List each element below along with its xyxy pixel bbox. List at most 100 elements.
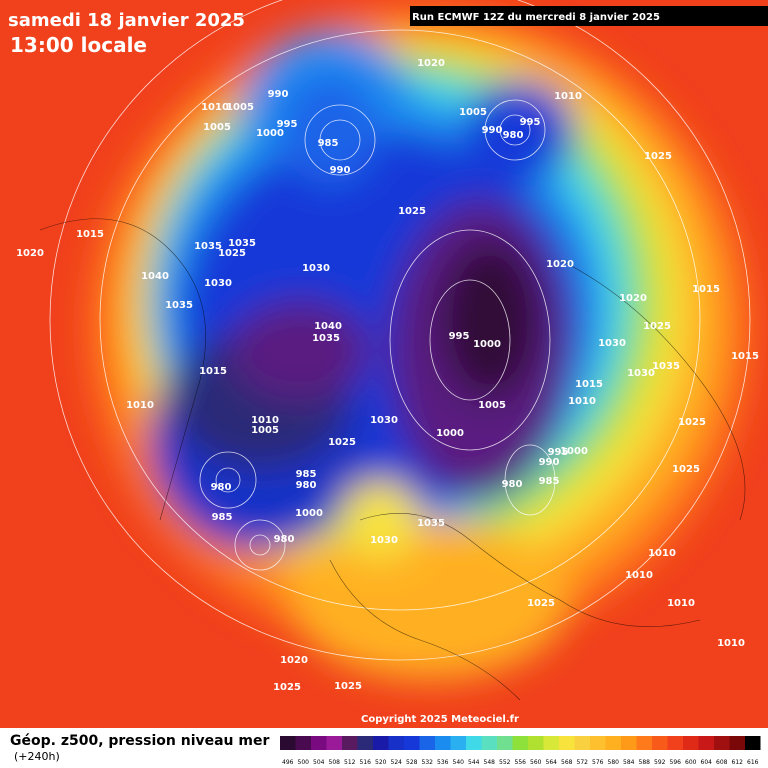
scale-label: 528 <box>406 759 418 766</box>
pressure-label: 1025 <box>527 598 555 609</box>
scale-label: 596 <box>670 759 682 766</box>
pressure-label: 1030 <box>370 535 398 546</box>
pressure-label: 1000 <box>473 339 501 350</box>
pressure-label: 990 <box>268 89 289 100</box>
scale-cell <box>621 736 637 750</box>
pressure-label: 990 <box>330 165 351 176</box>
date: samedi 18 janvier 2025 <box>8 10 245 31</box>
scale-cell <box>683 736 699 750</box>
scale-cell <box>605 736 621 750</box>
pressure-label: 1020 <box>546 259 574 270</box>
scale-cell <box>652 736 668 750</box>
scale-label: 572 <box>577 759 589 766</box>
scale-cell <box>373 736 389 750</box>
pressure-label: 1035 <box>165 300 193 311</box>
scale-cell <box>280 736 296 750</box>
scale-label: 608 <box>716 759 728 766</box>
scale-cell <box>450 736 466 750</box>
pressure-label: 980 <box>296 480 317 491</box>
scale-cell <box>729 736 745 750</box>
scale-cell <box>714 736 730 750</box>
pressure-label: 1010 <box>251 415 279 426</box>
pressure-label: 1005 <box>251 425 279 436</box>
pressure-label: 1010 <box>126 400 154 411</box>
scale-cell <box>667 736 683 750</box>
scale-label: 560 <box>530 759 542 766</box>
pressure-label: 1010 <box>554 91 582 102</box>
scale-cell <box>311 736 327 750</box>
scale-label: 508 <box>329 759 341 766</box>
pressure-label: 1015 <box>692 284 720 295</box>
scale-label: 496 <box>282 759 294 766</box>
pressure-label: 985 <box>539 476 560 487</box>
scale-cell <box>435 736 451 750</box>
scale-label: 564 <box>546 759 558 766</box>
copyright: Copyright 2025 Meteociel.fr <box>361 714 519 725</box>
pressure-label: 1005 <box>203 122 231 133</box>
pressure-label: 1025 <box>218 248 246 259</box>
pressure-label: 995 <box>520 117 541 128</box>
pressure-label: 1020 <box>280 655 308 666</box>
pressure-label: 1010 <box>648 548 676 559</box>
scale-cell <box>419 736 435 750</box>
pressure-label: 1025 <box>672 464 700 475</box>
scale-label: 556 <box>515 759 527 766</box>
pressure-label: 1030 <box>370 415 398 426</box>
lead-time: (+240h) <box>14 750 60 763</box>
scale-cell <box>528 736 544 750</box>
scale-cell <box>404 736 420 750</box>
pressure-label: 980 <box>502 479 523 490</box>
scale-label: 592 <box>654 759 666 766</box>
scale-label: 516 <box>360 759 372 766</box>
scale-cell <box>636 736 652 750</box>
pressure-label: 1000 <box>560 446 588 457</box>
scale-cell <box>543 736 559 750</box>
pressure-label: 1025 <box>398 206 426 217</box>
scale-cell <box>497 736 513 750</box>
pressure-label: 1005 <box>459 107 487 118</box>
scale-label: 588 <box>639 759 651 766</box>
pressure-label: 1030 <box>598 338 626 349</box>
scale-label: 512 <box>344 759 356 766</box>
scale-cell <box>326 736 342 750</box>
pressure-label: 1025 <box>644 151 672 162</box>
pressure-label: 985 <box>212 512 233 523</box>
pressure-label: 1025 <box>328 437 356 448</box>
pressure-label: 1035 <box>194 241 222 252</box>
pressure-labels: 1020101010059909951005100098599010051010… <box>16 58 759 693</box>
pressure-label: 1025 <box>273 682 301 693</box>
pressure-label: 1015 <box>76 229 104 240</box>
pressure-label: 1040 <box>141 271 169 282</box>
pressure-label: 995 <box>277 119 298 130</box>
scale-cell <box>357 736 373 750</box>
scale-label: 552 <box>499 759 511 766</box>
scale-cell <box>590 736 606 750</box>
scale-label: 500 <box>298 759 310 766</box>
pressure-label: 1020 <box>417 58 445 69</box>
pressure-label: 1000 <box>436 428 464 439</box>
pressure-label: 985 <box>318 138 339 149</box>
pressure-label: 1015 <box>575 379 603 390</box>
pressure-label: 1005 <box>478 400 506 411</box>
scale-label: 600 <box>685 759 697 766</box>
pressure-label: 1010 <box>667 598 695 609</box>
pressure-label: 1030 <box>302 263 330 274</box>
pressure-label: 1015 <box>731 351 759 362</box>
time: 13:00 locale <box>10 33 147 57</box>
pressure-label: 980 <box>274 534 295 545</box>
run-info: Run ECMWF 12Z du mercredi 8 janvier 2025 <box>412 12 660 23</box>
pressure-label: 1035 <box>312 333 340 344</box>
scale-cell <box>698 736 714 750</box>
pressure-label: 1035 <box>652 361 680 372</box>
pressure-label: 985 <box>296 469 317 480</box>
pressure-label: 1000 <box>295 508 323 519</box>
pressure-label: 1005 <box>226 102 254 113</box>
pressure-label: 1035 <box>417 518 445 529</box>
scale-cell <box>342 736 358 750</box>
pressure-label: 1015 <box>199 366 227 377</box>
scale-label: 580 <box>608 759 620 766</box>
pressure-label: 1000 <box>256 128 284 139</box>
scale-label: 612 <box>732 759 744 766</box>
